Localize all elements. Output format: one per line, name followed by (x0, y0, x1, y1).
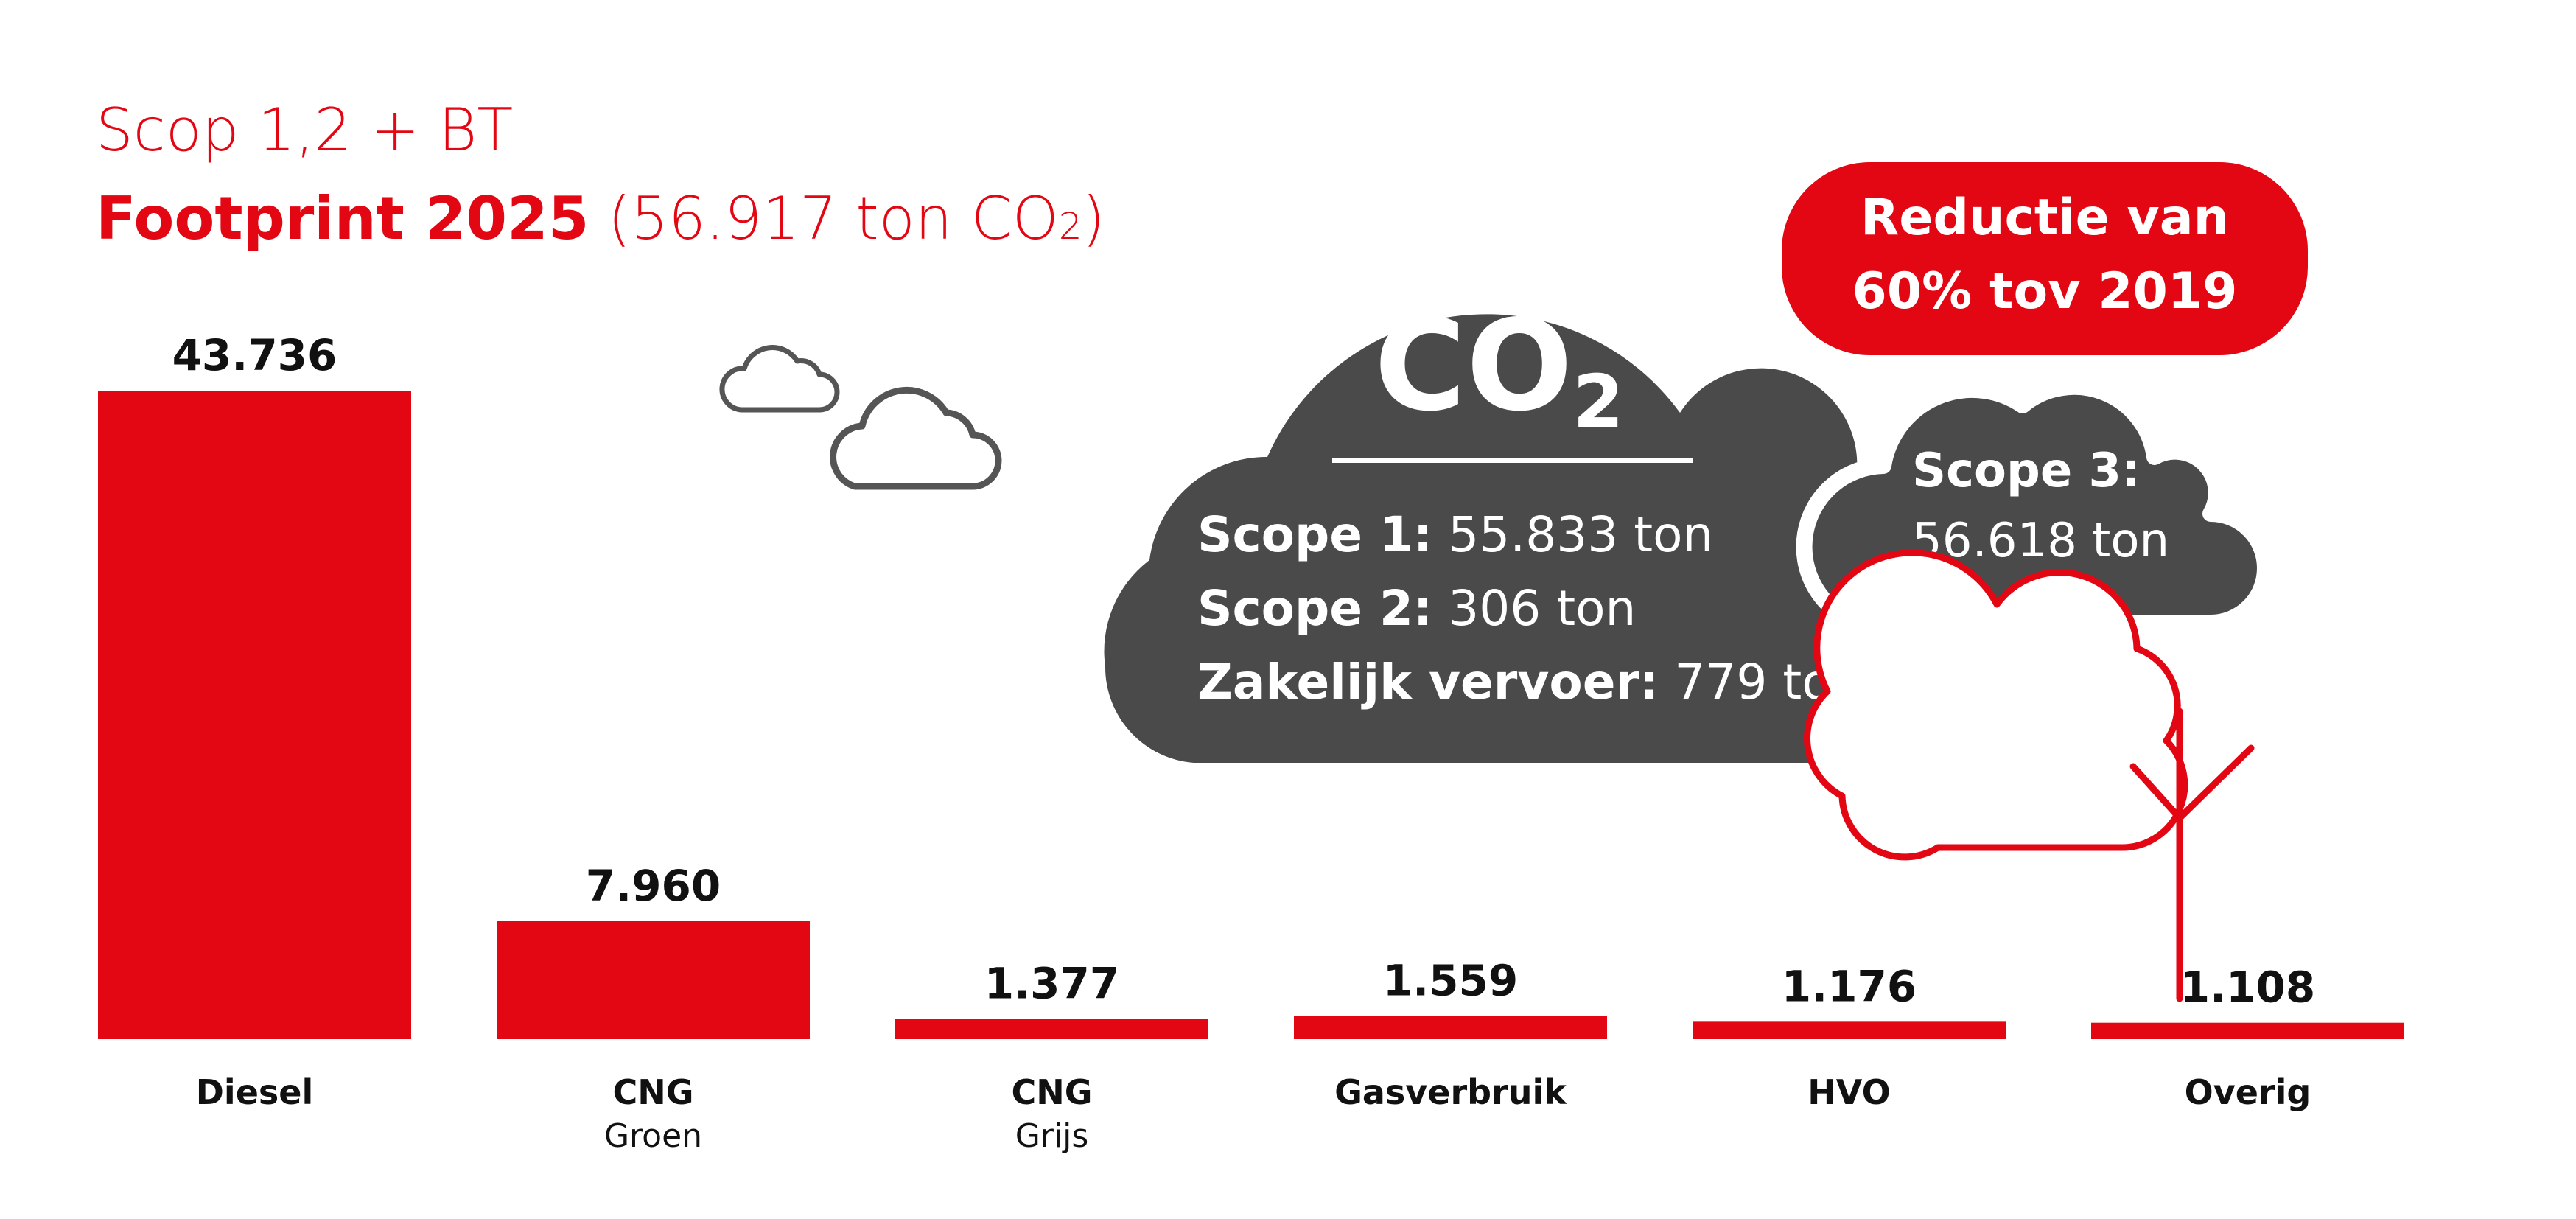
scope2-value: 306 ton (1448, 580, 1636, 637)
cloud-divider (1332, 458, 1693, 463)
large-cloud-icon (830, 386, 1002, 490)
bar-4 (1693, 1021, 2006, 1039)
category-sublabel-2: Grijs (1015, 1117, 1089, 1155)
category-label-2: CNG (1011, 1072, 1092, 1112)
badge-line1: Reductie van (1861, 189, 2229, 247)
category-label-0: Diesel (196, 1072, 314, 1112)
reduction-badge: Reductie van 60% tov 2019 (1782, 162, 2308, 355)
bar-value-label-5: 1.108 (2180, 963, 2315, 1013)
chart-subtitle: Scop 1,2 + BT (96, 96, 514, 164)
title-sub: 2 (1058, 205, 1082, 248)
co2-main: CO (1374, 293, 1572, 439)
travel-label: Zakelijk vervoer: (1197, 654, 1659, 710)
co2-main-text: CO2 (1374, 293, 1624, 445)
title-paren-open: (56.917 ton CO (589, 184, 1059, 253)
bar-value-label-4: 1.176 (1782, 961, 1917, 1011)
co2-cloud: CO2 Scope 1: 55.833 ton Scope 2: 306 ton… (1104, 293, 1960, 764)
bar-value-label-0: 43.736 (172, 330, 337, 380)
bar-value-label-1: 7.960 (586, 861, 721, 911)
category-label-5: Overig (2185, 1072, 2311, 1112)
chart-title: Footprint 2025 (56.917 ton CO2) (96, 184, 1105, 253)
scope2-line: Scope 2: 306 ton (1197, 580, 1636, 637)
title-bold: Footprint 2025 (96, 184, 589, 253)
bar-2 (895, 1019, 1208, 1039)
bar-0 (98, 391, 411, 1039)
badge-line2: 60% tov 2019 (1852, 262, 2238, 321)
scope1-label: Scope 1: (1197, 506, 1432, 563)
scope2-label: Scope 2: (1197, 580, 1432, 637)
tree-icon (1804, 549, 2255, 1002)
title-paren-close: ) (1082, 184, 1105, 253)
scope1-line: Scope 1: 55.833 ton (1197, 506, 1713, 563)
bar-value-label-3: 1.559 (1383, 956, 1518, 1006)
bar-5 (2091, 1022, 2404, 1039)
bars-layer: 43.736 Diesel 7.960 CNG Groen 1.377 CNG Grijs 1.… (98, 330, 2404, 1155)
small-cloud-icon (719, 345, 840, 413)
bar-3 (1294, 1016, 1607, 1039)
category-label-1: CNG (612, 1072, 693, 1112)
category-label-4: HVO (1807, 1072, 1890, 1112)
bar-1 (497, 921, 810, 1039)
travel-line: Zakelijk vervoer: 779 ton (1197, 654, 1862, 710)
scope1-value: 55.833 ton (1448, 506, 1713, 563)
bar-value-label-2: 1.377 (984, 958, 1119, 1008)
category-label-3: Gasverbruik (1334, 1072, 1567, 1112)
co2-sub: 2 (1572, 359, 1624, 445)
category-sublabel-1: Groen (604, 1117, 702, 1155)
scope3-label: Scope 3: (1912, 444, 2141, 498)
